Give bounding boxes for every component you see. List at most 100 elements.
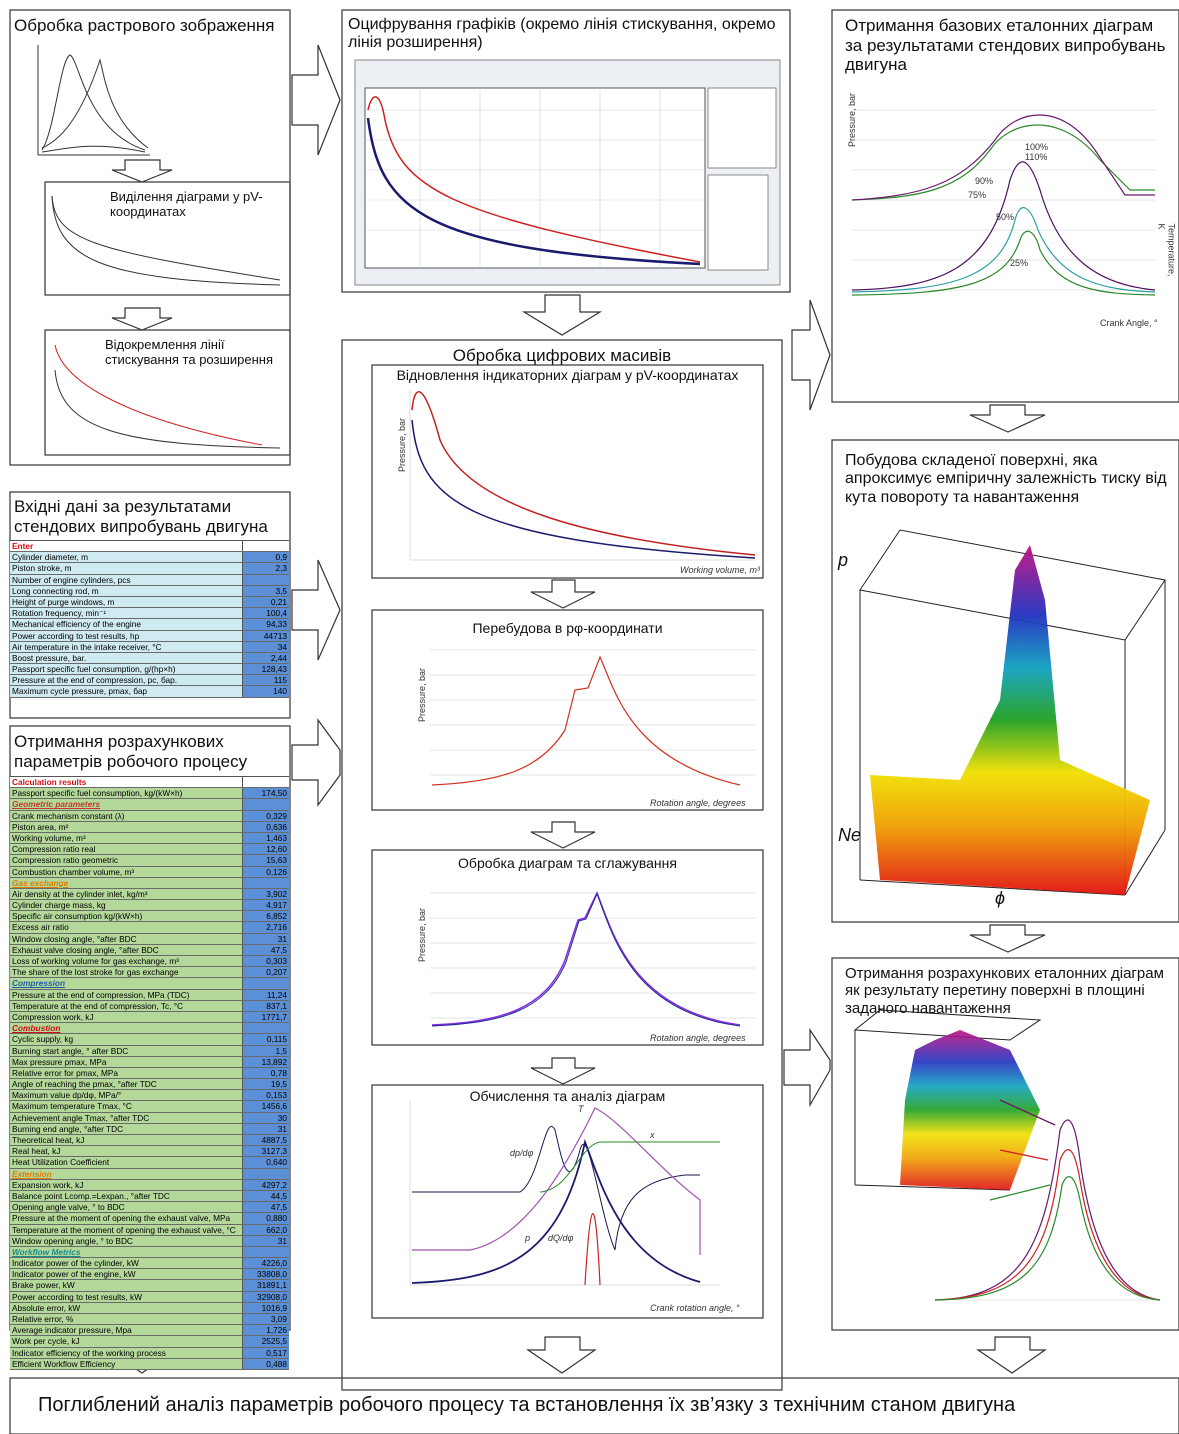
- row-value: [243, 575, 289, 585]
- table-row: Relative error, %3,09: [10, 1314, 289, 1325]
- row-label: Angle of reaching the pmax, °after TDC: [10, 1079, 243, 1089]
- row-value: 1,726: [243, 1325, 289, 1335]
- row-value: 1016,9: [243, 1303, 289, 1313]
- row-value: 1,463: [243, 833, 289, 843]
- row-label: Window opening angle, ° to BDC: [10, 1236, 243, 1246]
- box-title: Отримання розрахункових параметрів робоч…: [14, 732, 289, 771]
- section-heading: Combustion: [10, 1023, 243, 1033]
- axis-label: Rotation angle, degrees: [650, 798, 746, 808]
- axis-label: Pressure, bar: [397, 418, 407, 472]
- box-title: Отримання розрахункових еталонних діагра…: [845, 965, 1175, 1017]
- row-value: 30: [243, 1113, 289, 1123]
- table-row: Passport specific fuel consumption, g/(h…: [10, 664, 289, 675]
- row-value: 4226,0: [243, 1258, 289, 1268]
- box-title: Обробка растрового зображення: [14, 16, 275, 36]
- step-label: Виділення діаграми у pV-координатах: [110, 190, 280, 220]
- curve-label: x: [650, 1130, 655, 1140]
- table-row: Power according to test results, hp44713: [10, 631, 289, 642]
- row-value: 1,5: [243, 1046, 289, 1056]
- axis-label: Pressure, bar: [847, 93, 857, 147]
- row-value: 4887,5: [243, 1135, 289, 1145]
- table-heading-row: Enter: [10, 541, 289, 552]
- axis-label: Pressure, bar: [417, 668, 427, 722]
- axis-label: Crank Angle, °: [1100, 318, 1158, 328]
- row-label: Power according to test results, kW: [10, 1292, 243, 1302]
- table-row: Balance point Lcomp.=Lexpan., °after TDC…: [10, 1191, 289, 1202]
- table-row: Maximum value dp/dφ, MPa/°0,153: [10, 1090, 289, 1101]
- row-value: 174,50: [243, 788, 289, 798]
- row-label: Piston stroke, m: [10, 563, 243, 573]
- axis-label: Temperature, K: [1157, 223, 1177, 276]
- step-title: Обробка диаграм та сглажування: [372, 855, 763, 871]
- axis-label: Crank rotation angle, °: [650, 1303, 740, 1313]
- axis-label: p: [838, 550, 848, 571]
- row-value: 3,5: [243, 586, 289, 596]
- row-label: Boost pressure, bar.: [10, 653, 243, 663]
- row-value: 32908,0: [243, 1292, 289, 1302]
- value-cell: [243, 878, 289, 888]
- axis-label: Pressure, bar: [417, 908, 427, 962]
- table-row: Number of engine cylinders, pcs: [10, 575, 289, 586]
- table-row: Combustion: [10, 1023, 289, 1034]
- table-heading-row: Calculation results: [10, 777, 289, 788]
- table-row: Passport specific fuel consumption, kg/(…: [10, 788, 289, 799]
- row-label: Theoretical heat, kJ: [10, 1135, 243, 1145]
- value-cell: [243, 777, 289, 787]
- row-label: Relative error, %: [10, 1314, 243, 1324]
- row-label: Maximum cycle pressure, pmax, бар: [10, 686, 243, 696]
- value-cell: [243, 1169, 289, 1179]
- row-value: 0,880: [243, 1213, 289, 1223]
- row-label: Real heat, kJ: [10, 1146, 243, 1156]
- row-value: 3127,3: [243, 1146, 289, 1156]
- load-label: 110%: [1025, 152, 1047, 162]
- table-row: Boost pressure, bar.2,44: [10, 653, 289, 664]
- row-label: Heat Utilization Coefficient: [10, 1157, 243, 1167]
- row-label: Rotation frequency, min⁻¹: [10, 608, 243, 618]
- row-value: 0,303: [243, 956, 289, 966]
- axis-label: Ne: [838, 825, 861, 846]
- table-row: Air temperature in the intake receiver, …: [10, 642, 289, 653]
- row-value: 128,43: [243, 664, 289, 674]
- row-label: Maximum value dp/dφ, MPa/°: [10, 1090, 243, 1100]
- row-label: The share of the lost stroke for gas exc…: [10, 967, 243, 977]
- value-cell: [243, 978, 289, 988]
- row-value: 15,63: [243, 855, 289, 865]
- row-value: 0,488: [243, 1359, 289, 1369]
- row-value: 0,21: [243, 597, 289, 607]
- row-label: Excess air ratio: [10, 922, 243, 932]
- row-value: 31: [243, 934, 289, 944]
- row-value: 94,33: [243, 619, 289, 629]
- table-row: Burning start angle, ° after BDC1,5: [10, 1046, 289, 1057]
- row-label: Indicator power of the cylinder, kW: [10, 1258, 243, 1268]
- row-value: 31: [243, 1124, 289, 1134]
- row-value: 0,126: [243, 867, 289, 877]
- row-label: Maximum temperature Tmax, °C: [10, 1101, 243, 1111]
- row-label: Achievement angle Tmax, °after TDC: [10, 1113, 243, 1123]
- box-title: Отримання базових еталонних діаграм за р…: [845, 16, 1175, 75]
- row-label: Compression ratio geometric: [10, 855, 243, 865]
- row-label: Indicator efficiency of the working proc…: [10, 1348, 243, 1358]
- table-row: Piston area, m²0,636: [10, 822, 289, 833]
- value-cell: [243, 541, 289, 551]
- row-value: 4,917: [243, 900, 289, 910]
- table-row: Temperature at the end of compression, T…: [10, 1001, 289, 1012]
- curve-label: p: [525, 1233, 530, 1243]
- table-row: Crank mechanism constant (λ)0,329: [10, 811, 289, 822]
- row-label: Cylinder charge mass, kg: [10, 900, 243, 910]
- row-value: 44713: [243, 631, 289, 641]
- table-row: Window closing angle, °after BDC31: [10, 934, 289, 945]
- table-row: Compression work, kJ1771,7: [10, 1012, 289, 1023]
- row-label: Cyclic supply, kg: [10, 1034, 243, 1044]
- row-value: 0,9: [243, 552, 289, 562]
- row-label: Working volume, m³: [10, 833, 243, 843]
- row-value: 0,517: [243, 1348, 289, 1358]
- row-value: 13,892: [243, 1057, 289, 1067]
